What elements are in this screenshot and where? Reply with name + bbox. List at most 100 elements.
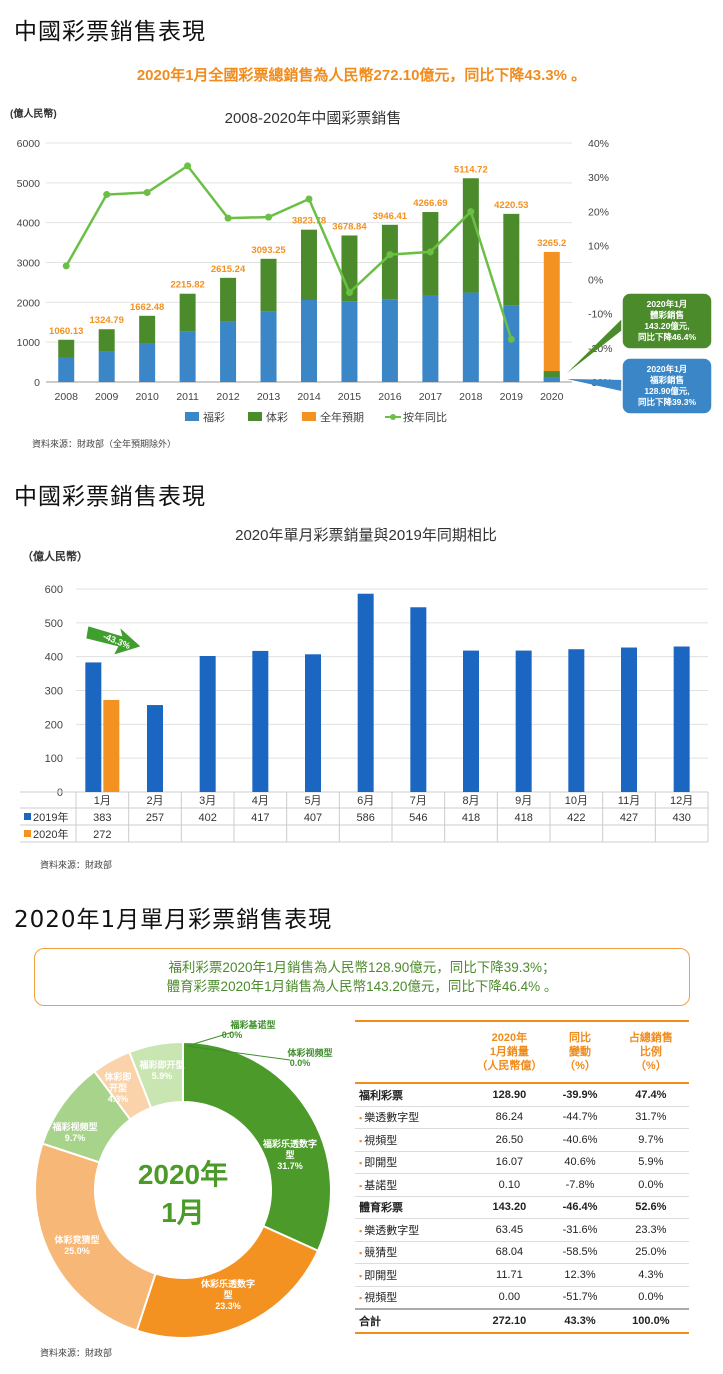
table-cell-2019: 418: [514, 812, 532, 824]
bullet-icon: ▪: [359, 1225, 363, 1236]
table-row: 福利彩票 128.90 -39.9% 47.4%: [355, 1083, 689, 1106]
chart1-y2tick: 10%: [588, 240, 609, 252]
donut-slice-label: 4.3%: [108, 1094, 129, 1104]
donut-zero-pct: 0.0%: [222, 1030, 243, 1040]
yoy-point: [184, 162, 192, 170]
table-cell: -40.6%: [562, 1133, 598, 1146]
chart2-ytick: 500: [45, 618, 63, 630]
bar-sports: [543, 371, 560, 382]
table-row-label: 合計: [359, 1315, 381, 1328]
table-row: ▪ 競猜型 68.04 -58.5% 25.0%: [355, 1241, 689, 1264]
section2-source: 資料來源：財政部: [40, 861, 113, 871]
chart1-title: 2008-2020年中國彩票銷售: [225, 110, 402, 127]
chart2-xtick: 8月: [462, 795, 479, 807]
donut-slice-label: 9.7%: [65, 1133, 86, 1143]
donut-slice: [34, 1142, 157, 1332]
table-cell: 16.07: [495, 1156, 524, 1169]
section2-heading: 中國彩票銷售表現: [14, 484, 206, 510]
table-header-line: 變動: [569, 1046, 591, 1058]
bar-2019: [621, 647, 637, 792]
table-cell-2019: 383: [93, 812, 111, 824]
chart2-xtick: 10月: [565, 795, 588, 807]
bar-2019: [305, 654, 321, 792]
donut-slice-label: 5.9%: [152, 1071, 173, 1081]
legend-swatch-point: [390, 414, 396, 420]
table-cell: 23.3%: [635, 1223, 667, 1236]
yoy-point: [426, 248, 434, 256]
donut-center-month: 1月: [161, 1197, 205, 1228]
bar-2019: [199, 655, 216, 792]
bar-welfare: [98, 351, 115, 382]
table-cell: 272.10: [492, 1314, 527, 1327]
donut-slice-label: 23.3%: [215, 1301, 241, 1311]
chart2-xtick: 6月: [357, 795, 374, 807]
chart2-ytick: 400: [45, 652, 63, 664]
chart1-ytick: 6000: [17, 138, 41, 150]
bar-welfare: [58, 357, 75, 382]
table-cell: -31.6%: [562, 1223, 598, 1236]
yoy-point: [143, 189, 151, 197]
table-row: 體育彩票 143.20 -46.4% 52.6%: [355, 1196, 689, 1219]
donut-slice-label: 福彩乐透数字: [262, 1138, 317, 1149]
section1-source: 資料來源：財政部（全年預期除外）: [32, 440, 177, 450]
donut-zero-label: 体彩视频型: [287, 1047, 332, 1058]
chart2-xtick: 4月: [252, 795, 269, 807]
bar-total-label: 2615.24: [211, 264, 246, 275]
table-row: ▪ 即開型 11.71 12.3% 4.3%: [355, 1264, 689, 1286]
chart2-ylabel: （億人民幣）: [22, 549, 88, 563]
table-row: ▪ 即開型 16.07 40.6% 5.9%: [355, 1151, 689, 1174]
table-cell: 63.45: [495, 1223, 524, 1236]
callout-text: 同比下降46.4%: [638, 332, 697, 342]
table-cell: 0.0%: [638, 1178, 664, 1191]
table-header-line: 2020年: [491, 1032, 528, 1044]
bullet-icon: ▪: [359, 1248, 363, 1259]
bar-total-label: 3093.25: [251, 245, 286, 256]
decline-arrow: [86, 626, 141, 655]
chart2-ytick: 0: [57, 787, 63, 799]
yoy-point: [386, 251, 394, 259]
table-cell: -46.4%: [562, 1201, 598, 1214]
table-header-line: （人民幣億）: [476, 1060, 543, 1072]
bar-sports: [179, 293, 196, 332]
table-header-line: 1月銷量: [489, 1046, 529, 1058]
chart2-xtick: 11月: [618, 795, 640, 807]
table-cell: 31.7%: [635, 1111, 667, 1124]
donut-slice-label: 体彩乐透数字: [201, 1278, 255, 1289]
callout-pointer: [567, 315, 626, 373]
chart2-xtick: 12月: [670, 795, 693, 807]
callout-box: [621, 357, 713, 415]
table-cell: 0.10: [498, 1178, 521, 1191]
table-cell: 26.50: [495, 1133, 524, 1146]
callout-text: 同比下降39.3%: [638, 397, 697, 407]
table-cell: -44.7%: [562, 1111, 598, 1124]
bar-sports: [139, 315, 156, 344]
table-row-label: ▪ 視頻型: [359, 1292, 398, 1305]
table-row-label: ▪ 即開型: [359, 1269, 398, 1282]
bar-welfare: [381, 299, 398, 382]
table-cell: 43.3%: [564, 1314, 596, 1327]
callout-pointer: [567, 379, 626, 392]
donut-slice-label: 开型: [109, 1082, 127, 1093]
table-row: ▪ 樂透數字型 63.45 -31.6% 23.3%: [355, 1219, 689, 1241]
table-cell-2019: 427: [620, 812, 638, 824]
bar-sports: [381, 224, 398, 300]
yoy-point: [507, 335, 515, 343]
bar-2020: [103, 699, 120, 792]
table-cell-2019: 407: [304, 812, 322, 824]
table-cell: 25.0%: [635, 1246, 667, 1259]
bar-sports: [98, 329, 115, 352]
bar-sports: [220, 277, 237, 322]
table-row-label: ▪ 視頻型: [359, 1134, 398, 1147]
chart1-y2tick: 30%: [588, 172, 609, 184]
bar-sports: [503, 213, 520, 306]
chart1-y2tick: 40%: [588, 138, 609, 150]
donut-zero-pct: 0.0%: [290, 1058, 311, 1068]
table-header-line: 占總銷售: [628, 1032, 673, 1044]
chart1-xtick: 2009: [95, 391, 119, 403]
bar-welfare: [462, 292, 479, 382]
chart1-xtick: 2015: [338, 391, 362, 403]
sales-mix-donut: 福彩乐透数字型31.7%体彩乐透数字型23.3%体彩竞猜型25.0%福彩视频型9…: [34, 1019, 333, 1339]
bar-welfare: [422, 295, 439, 382]
legend-label-2019: 2019年: [33, 810, 68, 824]
table-cell-2019: 546: [409, 812, 427, 824]
